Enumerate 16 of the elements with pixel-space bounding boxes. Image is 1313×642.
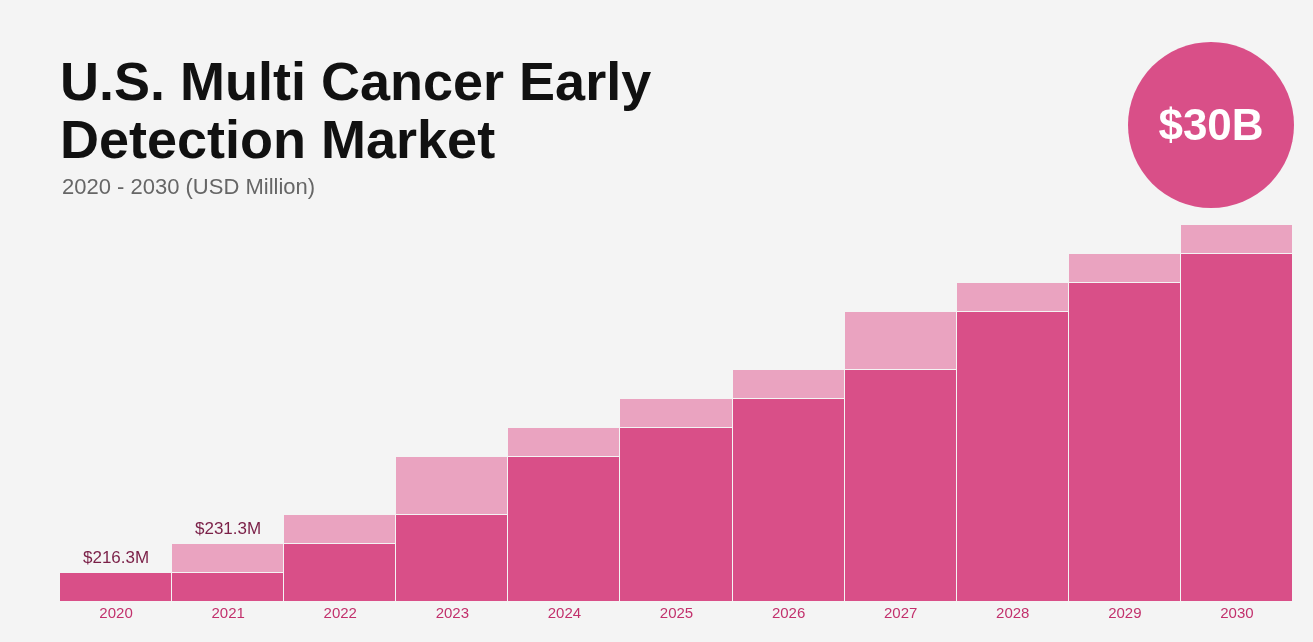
x-tick-label: 2021 — [211, 604, 245, 621]
x-tick-label: 2024 — [547, 604, 582, 621]
x-tick-label: 2022 — [323, 604, 357, 621]
annotation: $216.3M — [83, 548, 150, 567]
x-tick-label: 2025 — [659, 604, 694, 621]
x-tick-label: 2023 — [435, 604, 470, 621]
x-tick-label: 2026 — [771, 604, 806, 621]
chart-title: U.S. Multi Cancer Early Detection Market — [60, 51, 653, 169]
annotation: $231.3M — [195, 519, 262, 538]
x-tick-label: 2030 — [1220, 604, 1254, 621]
x-tick-label: 2020 — [99, 604, 133, 621]
x-tick-label: 2027 — [883, 604, 918, 621]
x-tick-label: 2029 — [1108, 604, 1142, 621]
chart-subtitle: 2020 - 2030 (USD Million) — [62, 174, 316, 200]
x-tick-label: 2028 — [996, 604, 1030, 621]
text: $30B — [1128, 42, 1294, 208]
